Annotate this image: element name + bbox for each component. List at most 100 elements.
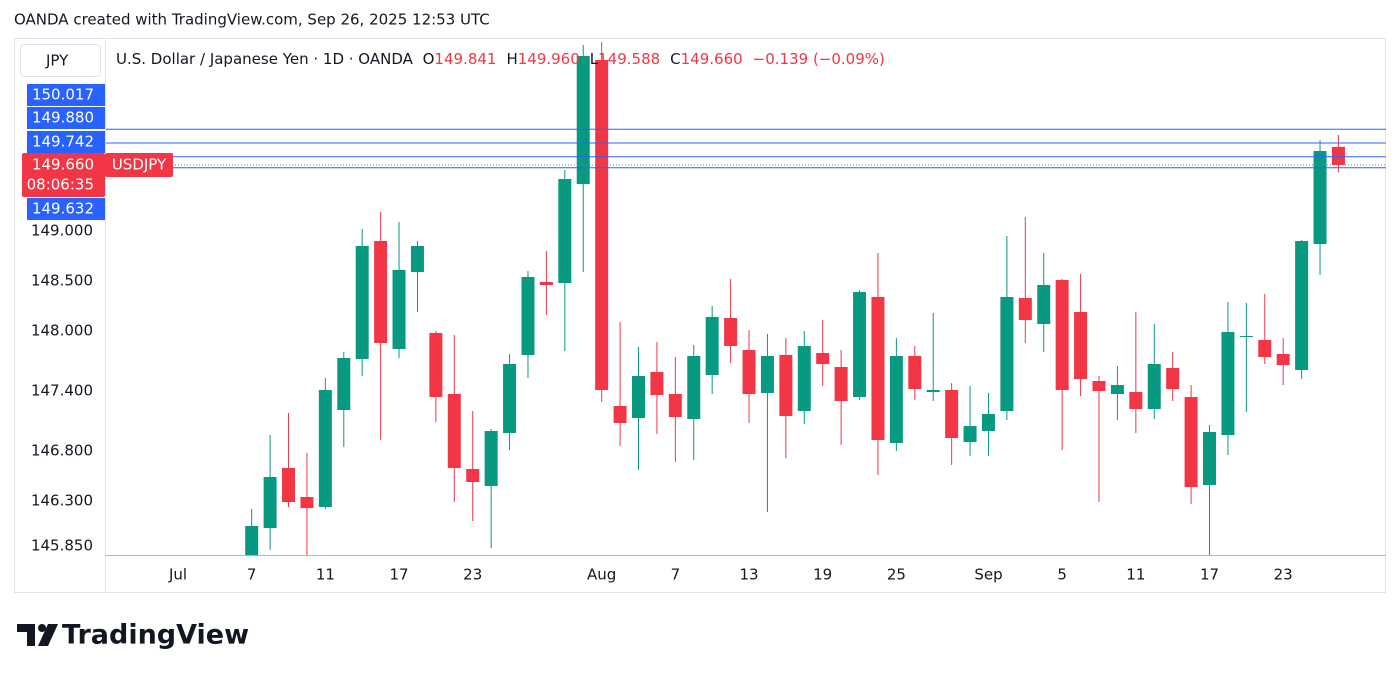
price-label-box <box>27 198 105 220</box>
candle-body <box>392 270 406 349</box>
candle-body <box>263 477 277 528</box>
x-tick-label: 11 <box>316 566 335 584</box>
candle-body <box>318 390 332 507</box>
candle-body <box>1129 392 1143 409</box>
candle-body <box>539 282 553 285</box>
candle-body <box>1110 385 1124 394</box>
price-label: 149.880 <box>32 109 94 127</box>
candle-body <box>521 277 535 355</box>
ohlc-key: O <box>423 50 435 68</box>
y-tick-label: 148.500 <box>31 272 93 290</box>
y-tick-label: 146.800 <box>31 442 93 460</box>
candle-body <box>595 60 609 390</box>
candle-body <box>871 297 885 440</box>
candle-body <box>484 431 498 486</box>
candle-body <box>466 469 480 482</box>
x-tick-label: 11 <box>1126 566 1145 584</box>
symbol-tag-box <box>105 153 173 177</box>
price-label: 150.017 <box>32 86 94 104</box>
y-tick-label: 145.850 <box>31 537 93 555</box>
y-tick-label: 148.000 <box>31 322 93 340</box>
candle-body <box>1037 285 1051 324</box>
candle-body <box>1055 280 1069 390</box>
candle-body <box>1166 368 1180 389</box>
axes: 145.850 146.300 146.800 147.400 148.000 148.5… <box>22 84 1293 584</box>
chart-header: U.S. Dollar / Japanese Yen · 1D · OANDA O… <box>116 50 885 68</box>
candle-body <box>926 390 940 392</box>
candle-body <box>981 414 995 431</box>
price-label-box <box>27 107 105 129</box>
candle-body <box>945 390 959 438</box>
candle-body <box>668 394 682 417</box>
candle-body <box>576 56 590 184</box>
candle-body <box>1018 298 1032 320</box>
ohlc-key: H <box>506 50 517 68</box>
countdown: 08:06:35 <box>27 176 94 194</box>
logo-icon <box>17 624 58 646</box>
chart-frame <box>14 38 1386 593</box>
candle-body <box>889 356 903 443</box>
price-label: 149.660 <box>32 156 94 174</box>
candle-body <box>503 364 517 433</box>
candle-body <box>1239 336 1253 337</box>
candle-body <box>705 317 719 375</box>
x-tick-label: 25 <box>887 566 906 584</box>
candle-body <box>355 246 369 359</box>
candle-body <box>613 406 627 423</box>
candle-body <box>337 358 351 410</box>
x-tick-label: 17 <box>389 566 408 584</box>
candle-body <box>429 333 443 397</box>
symbol: U.S. Dollar / Japanese Yen · 1D · OANDA <box>116 50 414 68</box>
candle-body <box>797 346 811 411</box>
candle-body <box>1276 354 1290 365</box>
currency: JPY <box>45 52 69 70</box>
attribution: OANDA created with TradingView.com, Sep … <box>14 11 490 29</box>
change: −0.139 (−0.09%) <box>753 50 885 68</box>
candle-body <box>410 246 424 272</box>
candle-body <box>908 356 922 389</box>
candle-body <box>687 356 701 419</box>
candle-body <box>742 350 756 394</box>
candle-body <box>1295 241 1309 370</box>
candle-body <box>1147 364 1161 409</box>
candle-body <box>300 497 314 508</box>
candle-body <box>1203 432 1217 485</box>
candle-body <box>760 356 774 393</box>
candle-body <box>245 526 259 555</box>
candle-body <box>558 179 572 283</box>
candle-body <box>1221 332 1235 435</box>
ohlc-value: 149.841 <box>434 50 496 68</box>
candle-body <box>816 353 830 364</box>
ohlc-value: 149.660 <box>681 50 743 68</box>
ohlc-value: 149.588 <box>598 50 660 68</box>
x-tick-label: 17 <box>1200 566 1219 584</box>
x-tick-label: Jul <box>168 566 187 584</box>
candle-body <box>1313 151 1327 244</box>
candle-body <box>1074 312 1088 379</box>
price-label: 149.632 <box>32 200 94 218</box>
ohlc-value: 149.960 <box>518 50 580 68</box>
x-tick-label: 5 <box>1057 566 1067 584</box>
candle-body <box>724 318 738 346</box>
candle-body <box>1092 381 1106 391</box>
price-label-box <box>27 84 105 106</box>
x-tick-label: 23 <box>1274 566 1293 584</box>
ohlc-key: C <box>670 50 680 68</box>
price-label-box <box>27 131 105 153</box>
x-tick-label: 23 <box>463 566 482 584</box>
ohlc-key: L <box>590 50 599 68</box>
y-tick-label: 149.000 <box>31 222 93 240</box>
candle-body <box>1331 146 1345 165</box>
price-label-box <box>22 153 105 197</box>
price-label: 149.742 <box>32 133 94 151</box>
candle-body <box>1000 297 1014 411</box>
x-tick-label: Aug <box>587 566 616 584</box>
currency-box[interactable] <box>20 44 101 77</box>
symbol-tag: USDJPY <box>112 156 167 174</box>
candle-body <box>650 372 664 395</box>
candle-body <box>1184 397 1198 487</box>
plot-area <box>106 42 1386 555</box>
x-tick-label: 7 <box>247 566 257 584</box>
x-tick-label: 19 <box>813 566 832 584</box>
